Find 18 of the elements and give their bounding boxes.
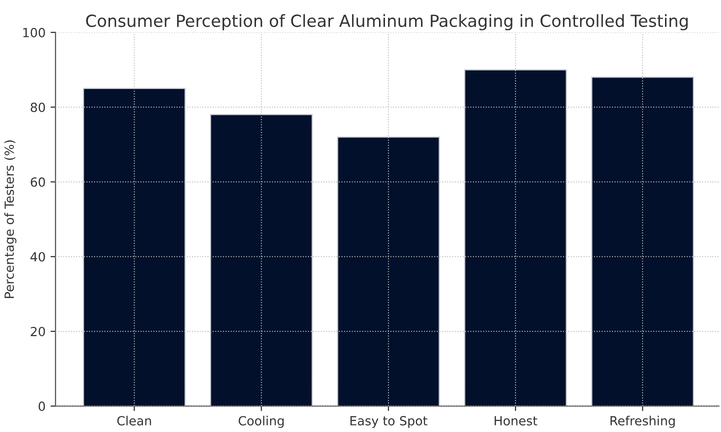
bar: [337, 136, 440, 406]
bar: [464, 69, 567, 406]
y-axis-title: Percentage of Testers (%): [4, 140, 16, 298]
y-tick-label: 40: [30, 252, 45, 262]
x-tick-label: Cooling: [238, 416, 284, 428]
x-tick-label: Refreshing: [610, 416, 675, 428]
x-tick-label: Clean: [117, 416, 151, 426]
y-tick-label: 0: [38, 402, 45, 412]
bar: [82, 88, 186, 406]
chart-title: Consumer Perception of Clear Aluminum Packaging in Controlled Testing: [86, 14, 688, 30]
y-tick-label: 20: [30, 326, 45, 336]
x-tick-label: Easy to Spot: [350, 416, 428, 428]
x-tick-label: Honest: [494, 416, 538, 426]
y-tick-label: 100: [23, 28, 45, 38]
y-tick-label: 80: [30, 102, 45, 112]
bar: [591, 76, 694, 406]
bar: [210, 114, 313, 406]
y-tick-label: 60: [30, 177, 45, 187]
